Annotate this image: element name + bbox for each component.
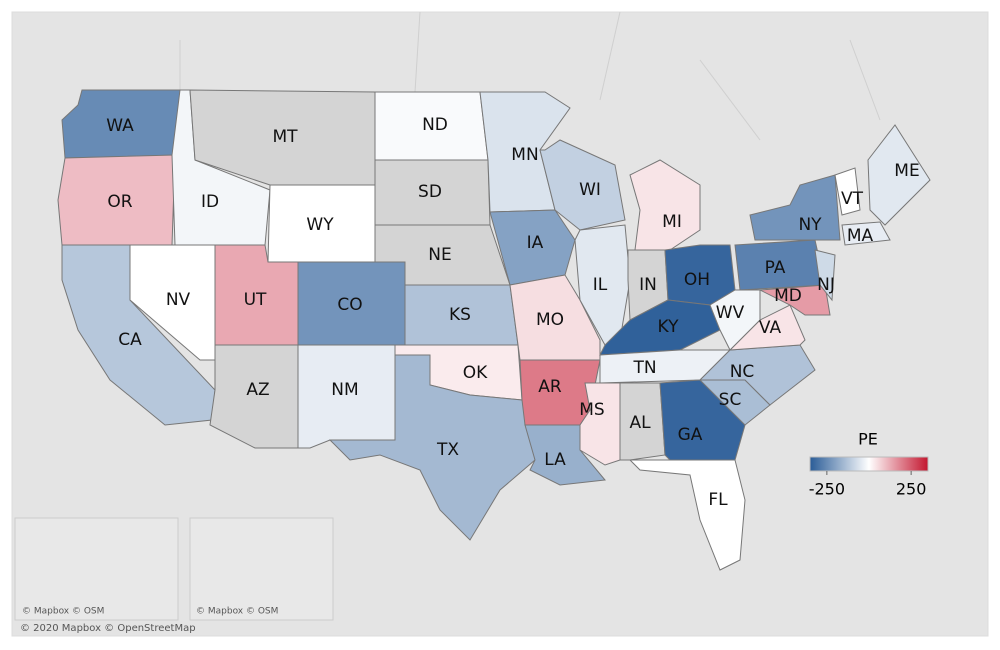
state-label: NC bbox=[730, 362, 755, 382]
state-label: MI bbox=[662, 212, 682, 232]
state-label: VA bbox=[759, 318, 782, 338]
alaska-inset bbox=[14, 517, 179, 621]
legend-gradient bbox=[809, 456, 929, 472]
state-label: OK bbox=[463, 363, 488, 383]
state-region bbox=[489, 209, 576, 286]
state-label: IA bbox=[527, 233, 544, 253]
state-region bbox=[629, 159, 701, 251]
state-label: MO bbox=[536, 310, 564, 330]
state-label: NJ bbox=[817, 275, 835, 295]
state-label: OR bbox=[107, 192, 132, 212]
state-label: ME bbox=[894, 161, 919, 181]
state-label: MD bbox=[774, 286, 802, 306]
state-label: MS bbox=[579, 400, 604, 420]
state-label: AL bbox=[629, 413, 651, 433]
inset-attribution: © Mapbox © OSM bbox=[22, 607, 104, 617]
state-label: PA bbox=[765, 258, 786, 278]
state-region bbox=[841, 221, 891, 246]
state-label: AZ bbox=[246, 380, 269, 400]
state-label: FL bbox=[708, 490, 728, 510]
state-label: IN bbox=[639, 275, 657, 295]
state-label: CO bbox=[337, 295, 362, 315]
legend-tick-label: -250 bbox=[809, 480, 845, 499]
state-label: MA bbox=[847, 226, 874, 246]
state-label: ID bbox=[201, 192, 219, 212]
state-label: MT bbox=[272, 127, 298, 147]
legend-tick-label: 250 bbox=[896, 480, 927, 499]
state-region bbox=[628, 459, 746, 571]
state-label: KY bbox=[658, 317, 680, 337]
hawaii-inset bbox=[189, 517, 334, 621]
state-label: OH bbox=[684, 270, 710, 290]
inset-attribution: © Mapbox © OSM bbox=[196, 607, 278, 617]
state-label: KS bbox=[449, 305, 471, 325]
state-label: IL bbox=[593, 275, 608, 295]
state-label: WV bbox=[716, 303, 745, 323]
state-label: TN bbox=[632, 358, 656, 378]
state-label: UT bbox=[244, 290, 267, 310]
state-region bbox=[619, 382, 666, 461]
state-region bbox=[867, 124, 931, 226]
legend-title: PE bbox=[858, 430, 878, 449]
state-label: NE bbox=[428, 245, 451, 265]
state-label: WA bbox=[106, 116, 134, 136]
state-label: AR bbox=[538, 377, 562, 397]
state-region bbox=[509, 274, 601, 361]
state-label: WI bbox=[579, 180, 601, 200]
state-label: NY bbox=[798, 215, 822, 235]
state-region bbox=[758, 284, 831, 316]
state-region bbox=[539, 139, 626, 231]
state-region bbox=[814, 249, 836, 302]
state-label: MN bbox=[511, 145, 538, 165]
attribution: © 2020 Mapbox © OpenStreetMap bbox=[20, 623, 196, 634]
state-label: SD bbox=[418, 182, 442, 202]
state-region bbox=[834, 167, 861, 216]
states bbox=[57, 89, 931, 602]
state-label: GA bbox=[678, 425, 703, 445]
state-label: WY bbox=[306, 215, 334, 235]
state-label: CA bbox=[118, 330, 142, 350]
state-label: ND bbox=[422, 115, 448, 135]
state-label: NM bbox=[331, 380, 358, 400]
state-labels: WA OR CA NV ID MT WY UT CO AZ NM ND SD NE KS OK TX MN IA MO… bbox=[104, 115, 920, 575]
background-borders bbox=[179, 11, 881, 141]
state-label: LA bbox=[544, 450, 566, 470]
state-label: NV bbox=[166, 290, 191, 310]
state-label: TX bbox=[436, 440, 459, 460]
state-label: SC bbox=[719, 390, 742, 410]
state-region bbox=[749, 174, 841, 241]
state-label: VT bbox=[841, 189, 864, 209]
